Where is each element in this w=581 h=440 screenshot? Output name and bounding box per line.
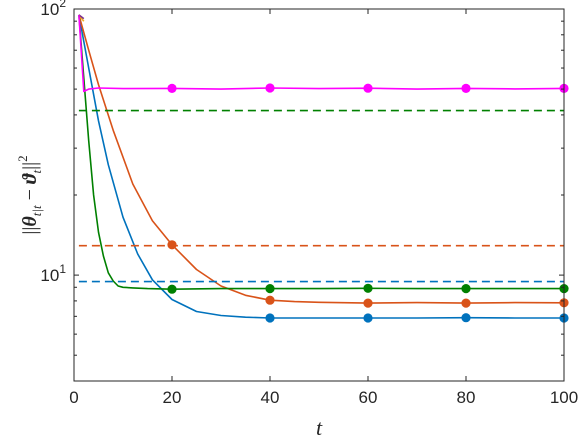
series-5-marker: [265, 284, 275, 294]
x-tick-label: 80: [457, 388, 476, 407]
series-line-6: [78, 14, 565, 93]
series-layer: [78, 14, 565, 319]
series-1-marker: [363, 313, 373, 323]
series-2-marker: [265, 295, 275, 305]
series-5-marker: [167, 284, 177, 294]
series-1-marker: [265, 313, 275, 323]
series-6-marker: [265, 83, 275, 93]
series-6-marker: [363, 83, 373, 93]
series-line-5: [78, 14, 564, 291]
x-tick-label: 0: [69, 388, 78, 407]
plot-area: [74, 9, 564, 381]
series-1-marker: [461, 313, 471, 323]
series-5-marker: [363, 283, 373, 293]
x-tick-label: 40: [261, 388, 280, 407]
tick-layer: 0 20 40 60 80 100 102 101: [40, 0, 578, 407]
y-tick-label: 102: [40, 0, 66, 19]
series-line-1: [78, 14, 564, 319]
series-2-marker: [363, 298, 373, 308]
series-line-2: [78, 14, 565, 304]
series-6-marker: [461, 83, 471, 93]
series-5-marker: [461, 284, 471, 294]
x-tick-label: 20: [163, 388, 182, 407]
svg-text:||θt|t − ϑt||2: ||θt|t − ϑt||2: [15, 155, 44, 234]
x-tick-label: 60: [359, 388, 378, 407]
marker-layer: [167, 83, 569, 323]
series-6-marker: [167, 83, 177, 93]
x-tick-label: 100: [550, 388, 578, 407]
y-axis-label: ||θt|t − ϑt||2: [15, 155, 44, 234]
series-2-marker: [167, 240, 177, 250]
series-2-marker: [461, 298, 471, 308]
x-axis-label: t: [316, 415, 323, 440]
y-tick-label: 101: [40, 262, 66, 285]
